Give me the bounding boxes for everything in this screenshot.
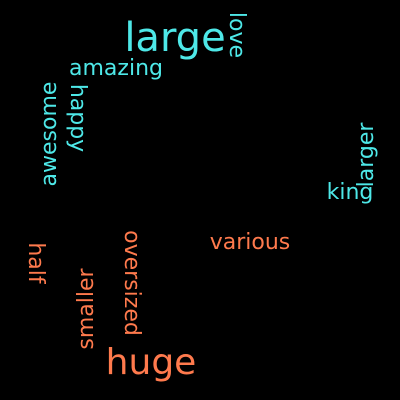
word-love: love (224, 11, 249, 59)
word-happy: happy (65, 83, 90, 153)
word-awesome: awesome (37, 81, 62, 187)
word-various: various (209, 230, 291, 255)
word-huge: huge (105, 342, 197, 383)
word-smaller: smaller (74, 268, 99, 350)
word-king: king (326, 180, 374, 205)
word-larger: larger (354, 122, 379, 188)
word-half: half (23, 242, 48, 284)
word-large: large (124, 15, 226, 61)
word-oversized: oversized (119, 230, 144, 336)
word-amazing: amazing (69, 56, 163, 81)
